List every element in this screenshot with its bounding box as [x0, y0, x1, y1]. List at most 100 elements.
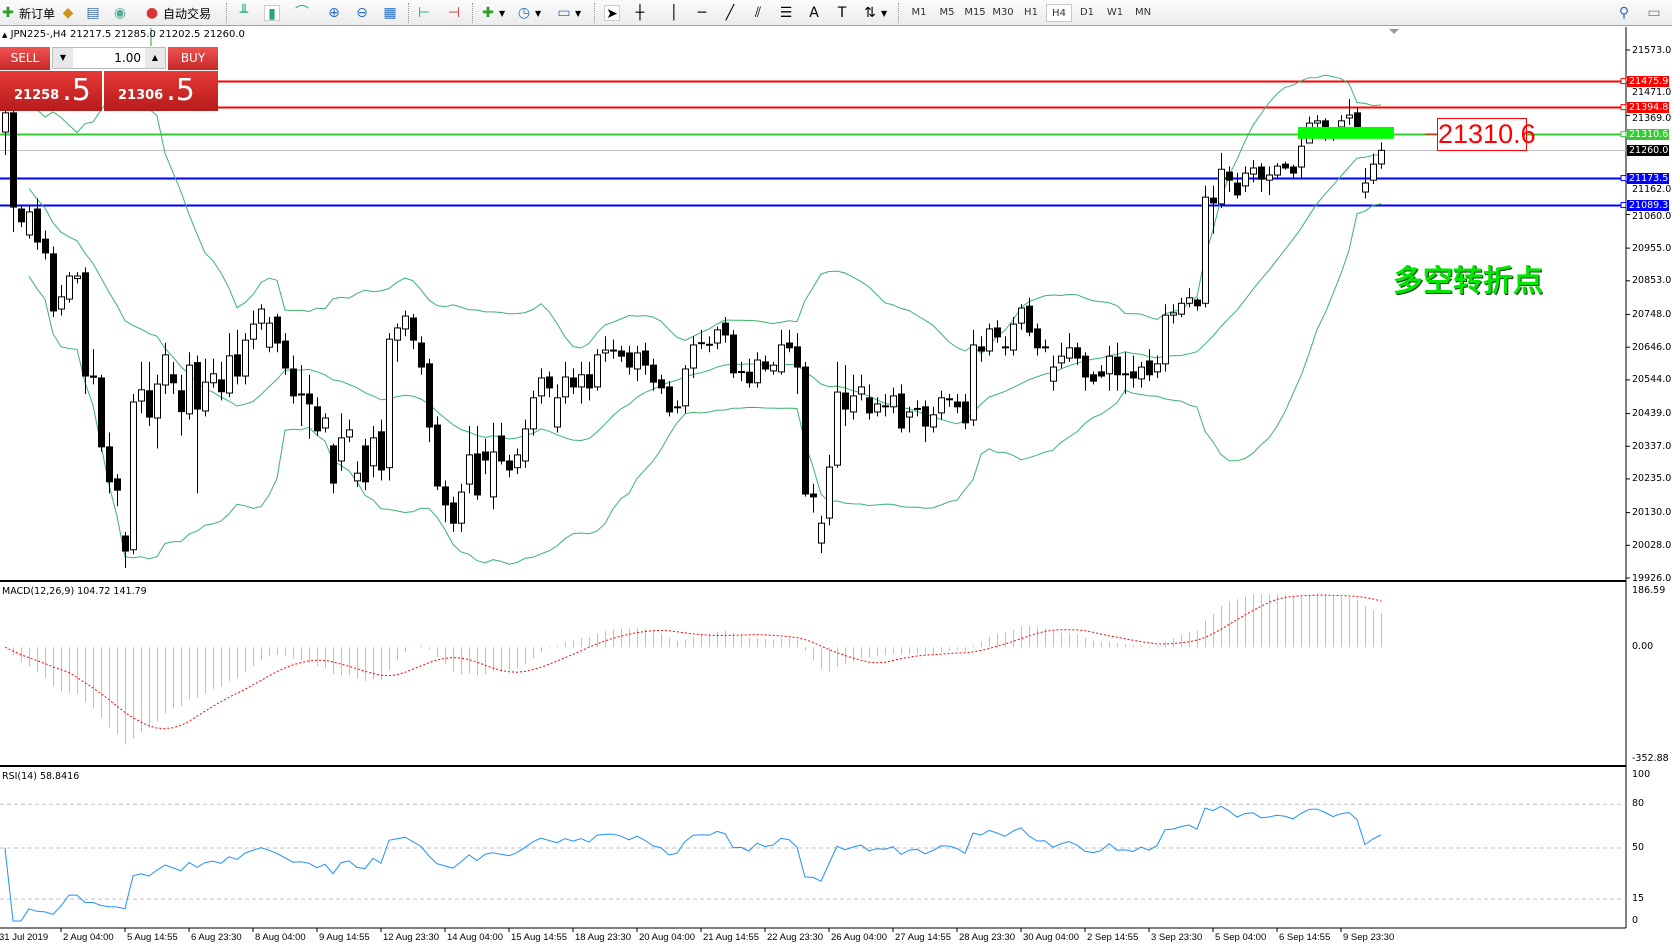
timeframe-m30[interactable]: M30 — [992, 7, 1014, 18]
collapse-triangle-icon[interactable]: ▲ — [2, 31, 8, 39]
timeframe-m5[interactable]: M5 — [939, 7, 955, 18]
candle-bear — [866, 397, 873, 414]
time-tick-label: 9 Aug 14:55 — [319, 932, 370, 943]
dropdown-arrow-icon: ▼ — [499, 8, 506, 18]
signals-button[interactable]: ◉ — [112, 3, 128, 23]
market-watch-button[interactable]: ▤ — [85, 3, 101, 23]
trendline-button[interactable]: ╱ — [722, 3, 738, 23]
timeframe-h4[interactable]: H4 — [1046, 4, 1072, 22]
candle-bull — [930, 414, 937, 428]
candle-bull — [1138, 366, 1145, 380]
candle-bear — [18, 208, 25, 223]
chat-button[interactable]: ▭ — [1646, 3, 1662, 23]
level-handle — [1620, 104, 1627, 111]
chart-shift-icon: ⊣ — [447, 5, 461, 21]
candle-bull — [354, 472, 361, 482]
zoom-out-button[interactable]: ⊖ — [354, 3, 370, 23]
lot-size-input[interactable]: 1.00 — [114, 51, 141, 65]
candle-bull — [514, 454, 521, 469]
candle-bull — [874, 403, 881, 413]
crosshair-button[interactable]: ┼ — [632, 3, 648, 23]
rsi-label: RSI(14) 58.8416 — [2, 771, 80, 782]
auto-scroll-button[interactable]: ⊢ — [416, 3, 432, 23]
text-button[interactable]: A — [806, 3, 822, 23]
periods-button[interactable]: ◷ ▼ — [516, 3, 541, 23]
level-handle — [1620, 202, 1627, 209]
fibonacci-button[interactable]: ☰ — [778, 3, 794, 23]
timeframe-h1[interactable]: H1 — [1024, 7, 1038, 18]
candle-bear — [506, 460, 513, 471]
price-tick-label: 20439.0 — [1632, 408, 1672, 420]
candle-bear — [802, 366, 809, 495]
candle-bull — [258, 308, 265, 324]
candle-bear — [90, 375, 97, 378]
lot-size-stepper[interactable]: ▼ 1.00 ▲ — [52, 47, 166, 69]
candle-bear — [498, 435, 505, 462]
candle-bull — [1066, 347, 1073, 359]
macd-axis-zero: 0.00 — [1632, 641, 1654, 652]
candle-bear — [810, 493, 817, 498]
search-button[interactable]: ⚲ — [1616, 3, 1632, 23]
vertical-line-icon: │ — [669, 5, 679, 21]
timeframe-m1[interactable]: M1 — [911, 7, 927, 18]
history-button[interactable]: ◆ — [60, 3, 76, 23]
candle-bull — [634, 352, 641, 370]
candle-bull — [1050, 366, 1057, 382]
timeframe-mn[interactable]: MN — [1134, 7, 1152, 18]
candle-bull — [754, 359, 761, 384]
candle-bear — [482, 451, 489, 461]
vertical-line-button[interactable]: │ — [666, 3, 682, 23]
candle-bull — [458, 491, 465, 524]
templates-button[interactable]: ▭ ▼ — [556, 3, 581, 23]
zoom-in-button[interactable]: ⊕ — [326, 3, 342, 23]
indicators-button[interactable]: ✚ ▼ — [480, 3, 505, 23]
price-level-label[interactable]: 21310.6 — [1437, 118, 1536, 151]
buy-button[interactable]: BUY — [168, 47, 218, 71]
chart-shift-button[interactable]: ⊣ — [446, 3, 462, 23]
candle-bear — [434, 424, 441, 487]
lot-decrease-icon[interactable]: ▼ — [53, 48, 73, 68]
line-chart-button[interactable]: ⌒ — [294, 3, 310, 23]
candle-bear — [994, 327, 1001, 338]
auto-trading-button[interactable]: ● 自动交易 — [145, 5, 212, 21]
new-order-button[interactable]: ✚ 新订单 — [0, 3, 55, 23]
time-tick-label: 30 Aug 04:00 — [1023, 932, 1079, 943]
time-tick-label: 12 Aug 23:30 — [383, 932, 439, 943]
sell-price[interactable]: 21258.5 — [0, 71, 102, 111]
tile-windows-button[interactable]: ▦ — [382, 3, 398, 23]
sell-button[interactable]: SELL — [0, 47, 50, 71]
candle-bear — [1114, 356, 1121, 376]
timeframe-m15[interactable]: M15 — [964, 7, 986, 18]
candle-bear — [450, 502, 457, 524]
candle-bull — [1298, 145, 1305, 168]
buy-price[interactable]: 21306.5 — [104, 71, 218, 111]
candle-bull — [298, 393, 305, 396]
bollinger-upper — [28, 74, 1382, 355]
chat-icon: ▭ — [1647, 5, 1661, 21]
candle-bear — [114, 478, 121, 491]
candlestick-button[interactable]: ▮ — [264, 3, 280, 23]
candle-bear — [730, 334, 737, 374]
timeframe-w1[interactable]: W1 — [1106, 7, 1124, 18]
arrows-icon: ⇅ — [864, 5, 876, 21]
text-label-button[interactable]: T — [834, 3, 850, 23]
lot-increase-icon[interactable]: ▲ — [145, 48, 165, 68]
chart-annotation-text[interactable]: 多空转折点 — [1393, 264, 1543, 299]
candle-bull — [1250, 167, 1257, 175]
cursor-button[interactable]: ➤ — [604, 3, 620, 23]
bar-chart-button[interactable]: ╨ — [236, 3, 252, 23]
candle-bear — [570, 377, 577, 388]
horizontal-line-button[interactable]: ─ — [694, 3, 710, 23]
candle-bull — [986, 328, 993, 352]
macd-axis-min: -352.88 — [1632, 753, 1669, 764]
arrows-button[interactable]: ⇅ ▼ — [862, 3, 887, 23]
price-tag-bid: 21260.0 — [1627, 144, 1669, 156]
candle-bear — [1026, 305, 1033, 333]
equidistant-channel-button[interactable]: ⫽ — [750, 3, 766, 23]
time-tick-label: 14 Aug 04:00 — [447, 932, 503, 943]
auto-trading-icon: ● — [145, 5, 159, 21]
timeframe-d1[interactable]: D1 — [1079, 7, 1095, 18]
time-tick-label: 27 Aug 14:55 — [895, 932, 951, 943]
candle-bull — [1218, 168, 1225, 205]
